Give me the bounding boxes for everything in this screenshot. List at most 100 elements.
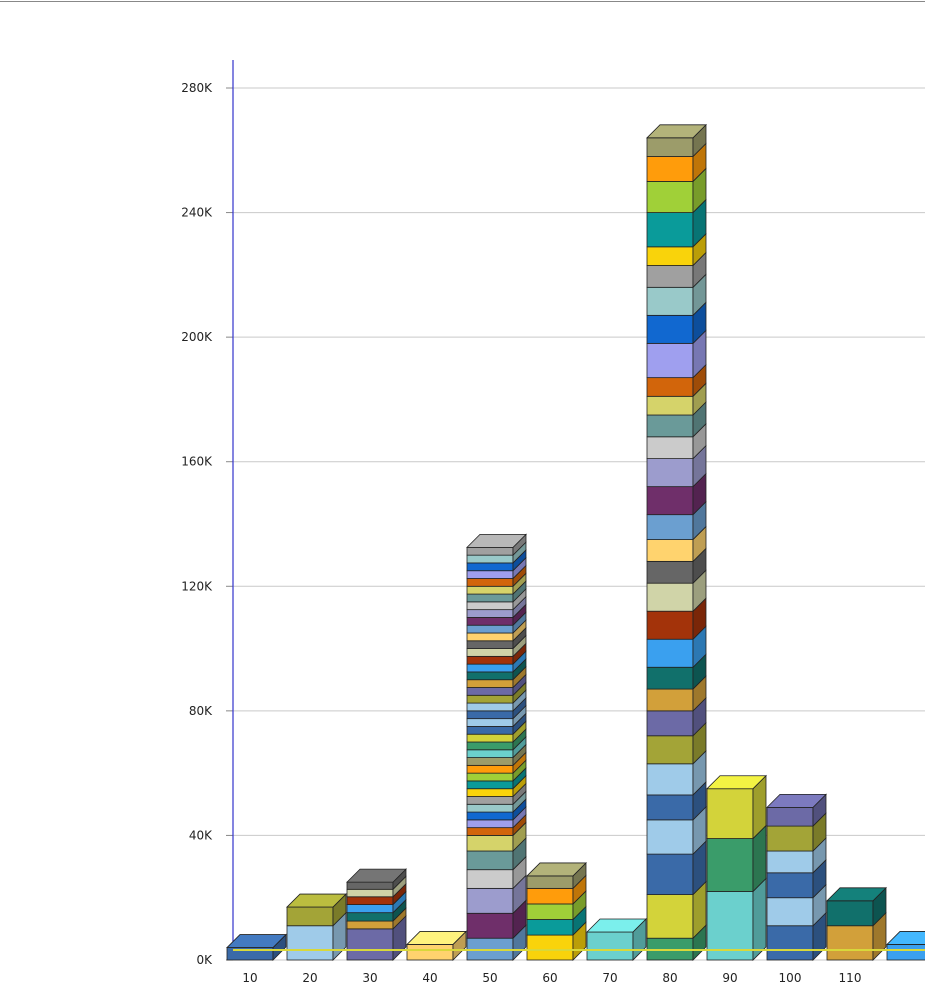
bar-segment [466,702,514,712]
bar-segment [646,514,694,540]
bar-segment [646,894,694,939]
bar-segment [646,763,694,796]
bar-segment [466,640,514,649]
bar-segment [346,881,394,890]
bar-100 [766,793,827,961]
bar-30 [346,868,407,961]
bar-segment [466,632,514,642]
bar-segment-side [752,877,767,961]
bar-segment [646,395,694,416]
bar-segment [766,925,814,961]
bar-top [466,533,527,548]
bar-segment [346,928,394,961]
bar-segment [466,694,514,704]
bar-segment [466,749,514,758]
y-tick-label: 240K [181,206,213,220]
bar-segment [646,286,694,316]
bar-top [406,931,467,945]
bar-segment [466,835,514,852]
bar-segment [646,735,694,765]
x-tick-label: 60 [542,971,557,985]
bar-segment [466,850,514,871]
bar-segment [526,903,574,920]
bar-60 [526,861,587,961]
bar-segment [646,137,694,157]
bar-segment [466,819,514,829]
bar-segment [646,638,694,668]
bar-segment [766,850,814,874]
bar-segment [466,811,514,821]
bar-segment [826,900,874,927]
bar-segment [586,931,634,961]
bar-segment [646,181,694,213]
bar-segment [646,377,694,397]
bar-segment [826,925,874,961]
bar-segment [466,609,514,618]
bar-segment [706,838,754,892]
bar-segment [466,733,514,743]
bar-segment [346,920,394,930]
bar-segment [706,788,754,839]
bar-segment [646,666,694,690]
x-tick-label: 20 [302,971,317,985]
bar-40 [406,930,467,961]
x-tick-label: 10 [242,971,257,985]
bar-top [886,931,925,945]
bar-segment [346,896,394,905]
y-tick-label: 280K [181,81,213,95]
bar-segment [646,688,694,712]
bar-segment [646,156,694,182]
y-tick-label: 0K [196,953,213,967]
bar-segment [466,554,514,564]
y-tick-label: 120K [181,579,213,593]
bar-segment [646,458,694,488]
bar-segment [466,757,514,766]
bar-segment [346,912,394,922]
bar-top [286,893,347,908]
bar-segment [766,807,814,827]
bar-segment [646,794,694,821]
bar-segment [466,601,514,611]
bar-segment [466,718,514,727]
bar-segment [526,875,574,889]
bar-segment [466,803,514,813]
x-tick-label: 110 [839,971,862,985]
bar-segment [646,582,694,612]
bar-segment [466,726,514,735]
bar-segment [286,925,334,961]
y-tick-label: 40K [189,828,213,842]
bar-segment [466,772,514,782]
bar-segment [766,825,814,852]
bar-segment [466,827,514,836]
bar-segment [646,610,694,640]
bar-segment [646,246,694,266]
bar-top [346,868,407,883]
bar-segment [646,342,694,379]
bar-segment [646,819,694,855]
bar-segment [466,617,514,626]
x-tick-label: 40 [422,971,437,985]
bar-segment [646,265,694,288]
bar-segment [466,671,514,681]
bar-top [586,918,647,933]
x-tick-label: 90 [722,971,737,985]
bar-20 [286,893,347,961]
bar-segment [466,710,514,720]
y-tick-label: 80K [189,704,213,718]
bar-segment [466,780,514,790]
bar-segment [646,486,694,516]
bar-segment [646,853,694,895]
bar-top [226,934,287,948]
bar-segment [466,796,514,805]
bar-segment [346,888,394,898]
bar-segment [646,212,694,248]
bar-segment [466,648,514,657]
bar-extra [886,931,925,961]
bar-segment [346,904,394,914]
bar-segment [466,741,514,751]
bar-segment [646,436,694,459]
bar-segment [646,539,694,562]
x-tick-label: 30 [362,971,377,985]
bar-segment [466,887,514,914]
